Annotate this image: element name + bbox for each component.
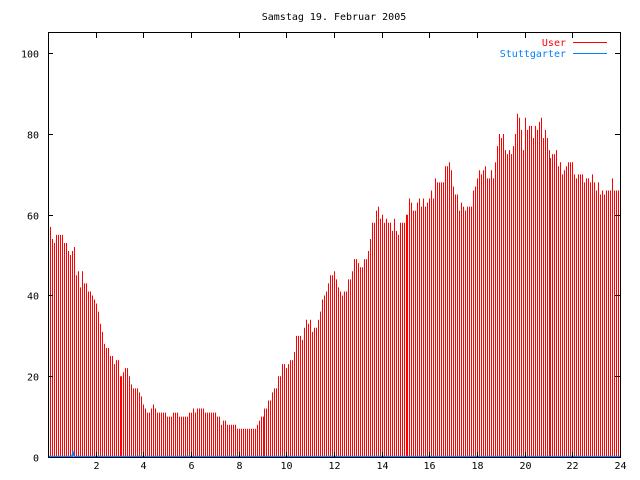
legend-label-user: User xyxy=(542,38,566,49)
chart-title: Samstag 19. Februar 2005 xyxy=(262,12,407,23)
x-tick-label: 12 xyxy=(328,461,340,472)
x-tick-label: 18 xyxy=(471,461,483,472)
x-tick-label: 2 xyxy=(93,461,99,472)
y-tick-label: 40 xyxy=(27,292,39,303)
x-tick-label: 20 xyxy=(519,461,531,472)
stuttgarter-series-line xyxy=(48,449,620,458)
legend-label-stuttgarter: Stuttgarter xyxy=(500,49,566,60)
y-tick-label: 20 xyxy=(27,373,39,384)
x-tick-label: 4 xyxy=(140,461,146,472)
x-tick-label: 6 xyxy=(188,461,194,472)
legend: User Stuttgarter xyxy=(500,38,607,60)
y-tick-label: 80 xyxy=(27,131,39,142)
y-tick-label: 60 xyxy=(27,212,39,223)
x-tick-label: 22 xyxy=(566,461,578,472)
x-tick-label: 16 xyxy=(423,461,435,472)
x-tick-label: 10 xyxy=(280,461,292,472)
plot-border xyxy=(48,32,621,458)
x-tick-label: 8 xyxy=(236,461,242,472)
y-tick-label: 0 xyxy=(33,454,39,465)
x-tick-label: 24 xyxy=(614,461,626,472)
user-impulses xyxy=(48,113,619,457)
x-tick-label: 14 xyxy=(376,461,388,472)
y-tick-label: 100 xyxy=(21,50,39,61)
